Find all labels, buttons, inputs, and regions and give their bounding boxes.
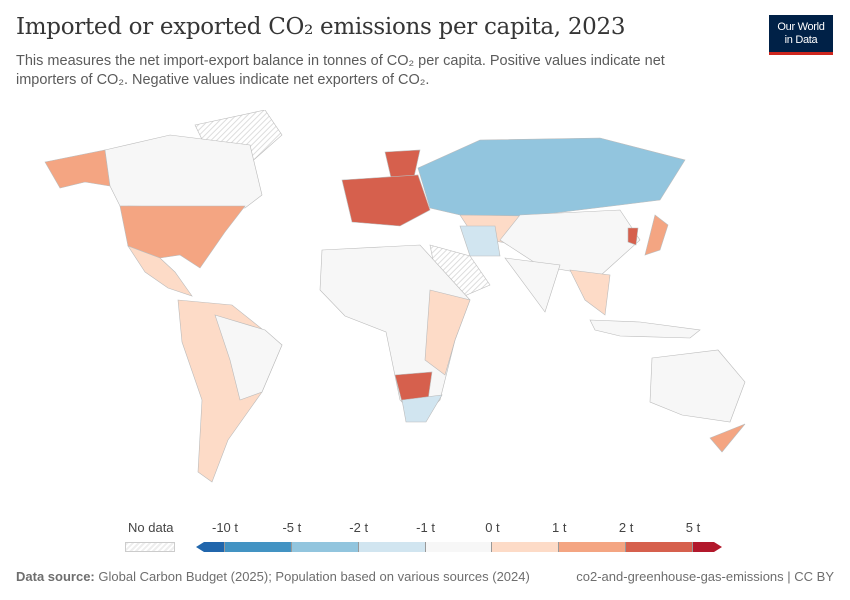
world-map <box>44 110 746 483</box>
legend-tick-label: 1 t <box>552 520 567 535</box>
region-canada[interactable] <box>104 134 263 209</box>
legend-bin[interactable] <box>291 542 359 552</box>
legend-bin[interactable] <box>626 542 693 552</box>
legend-tick-label: 5 t <box>685 520 701 535</box>
data-source: Data source: Global Carbon Budget (2025)… <box>16 569 530 584</box>
region-japan[interactable] <box>644 214 669 256</box>
legend-tick-label: 2 t <box>618 520 634 535</box>
legend-bin[interactable] <box>559 542 627 552</box>
legend-tick-label: -10 t <box>211 520 239 535</box>
region-brazil[interactable] <box>214 314 283 401</box>
legend-tick-label: -5 t <box>282 520 302 535</box>
region-new-zealand[interactable] <box>709 423 746 453</box>
region-india[interactable] <box>504 257 561 313</box>
chart-slug-license[interactable]: co2-and-greenhouse-gas-emissions | CC BY <box>576 569 834 584</box>
chart-subtitle: This measures the net import-export bala… <box>16 53 665 88</box>
chart-title: Imported or exported CO₂ emissions per c… <box>16 14 626 40</box>
legend-tick-label: 0 t <box>485 520 500 535</box>
legend-bin[interactable] <box>425 542 493 552</box>
region-europe[interactable] <box>341 174 431 227</box>
legend-bin[interactable] <box>196 542 225 552</box>
region-alaska[interactable] <box>44 149 111 189</box>
legend-bin[interactable] <box>358 542 426 552</box>
region-australia[interactable] <box>649 349 746 423</box>
region-mexico[interactable] <box>127 245 193 297</box>
color-legend: No data -10 t -5 t -2 t -1 t 0 t 1 t 2 t 5 t <box>0 515 850 555</box>
region-south-africa[interactable] <box>401 394 443 423</box>
region-east-africa[interactable] <box>424 289 471 376</box>
region-korea[interactable] <box>627 227 639 246</box>
legend-bin[interactable] <box>492 542 560 552</box>
region-southeast-asia[interactable] <box>569 269 611 316</box>
region-indonesia[interactable] <box>589 319 701 339</box>
no-data-swatch <box>125 542 175 552</box>
region-iran[interactable] <box>459 225 501 257</box>
owid-logo[interactable]: Our World in Data <box>769 15 833 55</box>
legend-tick-label: -1 t <box>416 520 435 535</box>
region-russia[interactable] <box>417 137 686 217</box>
legend-tick-label: -2 t <box>349 520 369 535</box>
legend-bin[interactable] <box>693 542 722 552</box>
legend-bin[interactable] <box>225 542 292 552</box>
no-data-label: No data <box>128 520 174 535</box>
